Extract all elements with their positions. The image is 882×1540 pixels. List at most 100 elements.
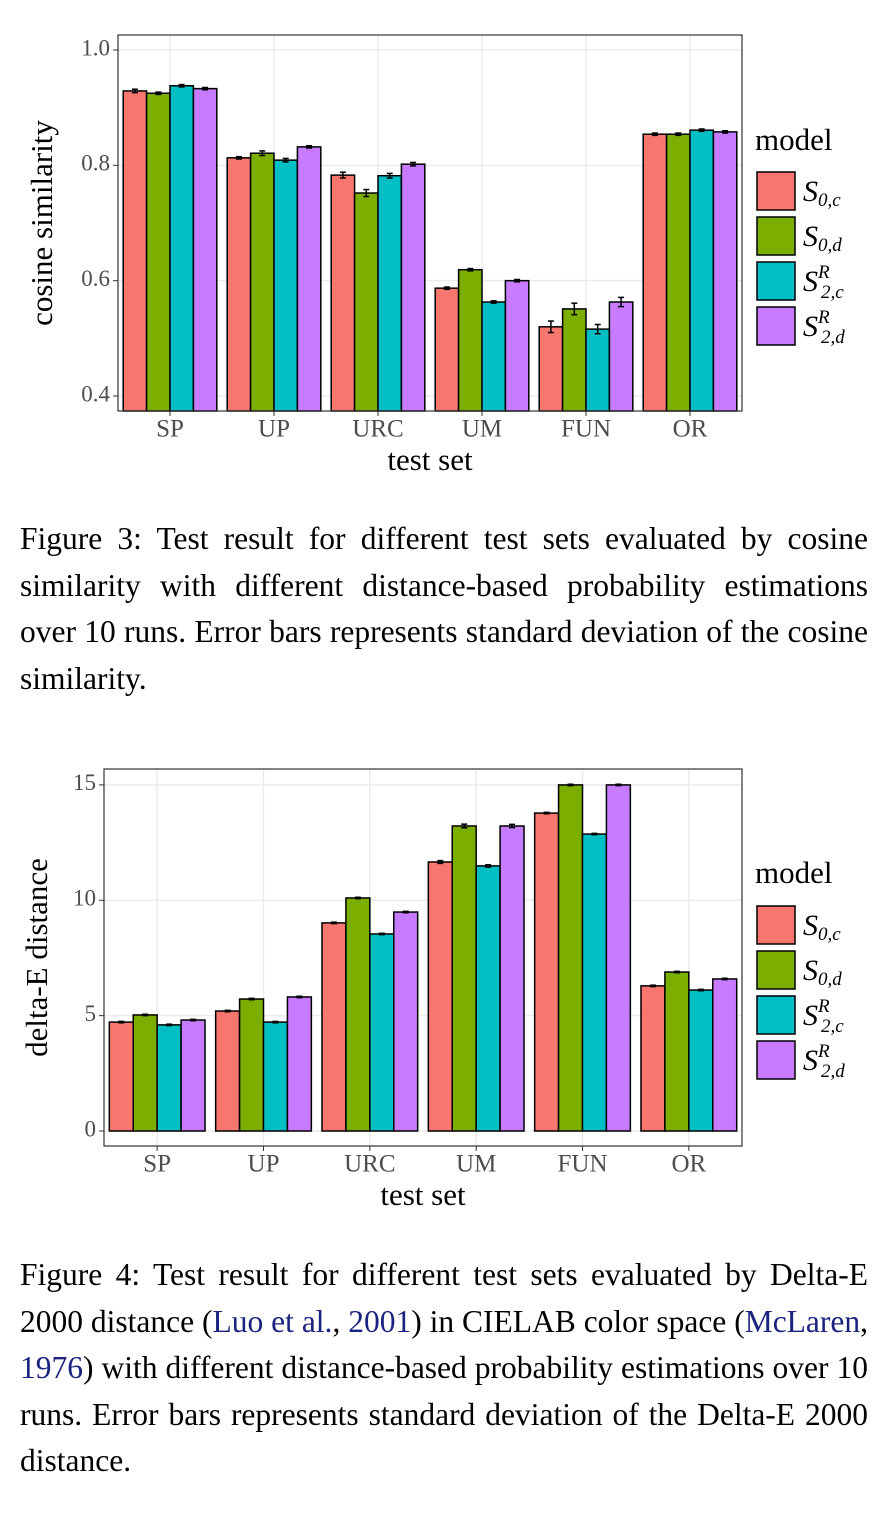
legend-sup: R	[817, 307, 830, 328]
bar	[585, 328, 611, 412]
x-tick-label: URC	[344, 1151, 395, 1178]
panel	[104, 769, 742, 1146]
error-bar	[142, 1013, 149, 1017]
legend-base: S	[803, 265, 818, 298]
error-bar	[354, 896, 361, 900]
legend-base: S	[803, 220, 818, 253]
legend-swatch	[756, 306, 796, 346]
error-bar	[591, 832, 598, 836]
bar	[238, 998, 265, 1132]
error-bar	[378, 932, 385, 936]
bar	[122, 90, 148, 412]
panel	[118, 35, 742, 411]
bar	[499, 825, 525, 1132]
bar	[581, 833, 608, 1132]
error-bar	[490, 300, 497, 304]
bar	[377, 174, 403, 412]
citation-link[interactable]: 1976	[20, 1350, 83, 1385]
legend-swatch	[756, 171, 796, 211]
legend-label: SR 2,d	[803, 307, 845, 348]
legend-base: S	[803, 310, 818, 343]
x-tick-label: UP	[248, 1151, 280, 1178]
legend-sup: R	[817, 996, 830, 1017]
y-tick-label: 5	[85, 1001, 97, 1026]
error-bar	[296, 995, 303, 999]
bar	[712, 131, 738, 412]
legend-title: model	[755, 855, 833, 890]
bar	[132, 1014, 158, 1132]
error-bar	[571, 302, 578, 316]
bar	[688, 989, 714, 1132]
error-bar	[437, 859, 444, 865]
error-bar	[461, 823, 468, 829]
y-axis-title: delta-E distance	[19, 858, 54, 1057]
error-bar	[363, 188, 370, 198]
error-bar	[467, 267, 474, 272]
error-bar	[402, 910, 409, 914]
citation-link[interactable]: Luo et al.	[212, 1303, 333, 1339]
bar	[640, 985, 666, 1132]
error-bar	[190, 1018, 197, 1022]
bar	[393, 911, 419, 1132]
bar	[369, 933, 395, 1132]
error-bar	[615, 783, 622, 787]
x-tick-label: SP	[143, 1151, 171, 1178]
y-tick-label: 1.0	[81, 35, 110, 60]
bar	[214, 1010, 241, 1132]
bar	[665, 133, 691, 412]
figure-4-chart: 15 10 5 0 SP UP URC UM FUN OR test set delta-E dist…	[19, 768, 845, 1212]
bar	[689, 129, 715, 412]
caption-text: ) with different distance-based probabil…	[20, 1350, 868, 1478]
bar	[330, 174, 356, 412]
x-tick-label: FUN	[561, 416, 611, 443]
bar	[296, 146, 322, 412]
x-tick-label: SP	[156, 416, 184, 443]
y-axis-title: cosine similarity	[24, 120, 59, 326]
error-bar	[721, 977, 728, 981]
bar	[451, 825, 477, 1132]
caption-text: Figure 3: Test result for different test…	[20, 521, 868, 696]
error-bar	[698, 128, 705, 133]
citation-link[interactable]: McLaren	[744, 1303, 861, 1339]
y-tick-label: 0.6	[81, 266, 110, 291]
error-bar	[485, 863, 492, 868]
caption-text: ,	[860, 1303, 868, 1339]
bar	[664, 971, 690, 1132]
legend-base: S	[803, 999, 818, 1032]
error-bar	[224, 1009, 231, 1013]
bar	[249, 152, 275, 412]
error-bar	[259, 150, 266, 157]
citation-link[interactable]: 2001	[348, 1303, 412, 1339]
bar	[504, 279, 530, 412]
x-tick-label: UP	[258, 416, 290, 443]
error-bar	[248, 997, 255, 1001]
bar	[273, 159, 299, 412]
x-tick-label: UM	[456, 1151, 496, 1178]
caption-text: Figure 4: Test result for different test…	[20, 1257, 868, 1339]
bar	[608, 301, 634, 412]
bar	[605, 784, 632, 1132]
x-axis-title: test set	[387, 442, 473, 477]
error-bar	[339, 171, 346, 179]
y-tick-label: 0.8	[81, 151, 110, 176]
bar	[533, 812, 560, 1132]
error-bar	[514, 278, 521, 283]
legend-swatch	[756, 216, 796, 256]
legend-base: S	[803, 175, 818, 208]
bar	[345, 897, 371, 1132]
legend-sub: 0,c	[818, 924, 841, 945]
x-tick-label: URC	[352, 416, 403, 443]
error-bar	[118, 1020, 125, 1024]
error-bar	[410, 161, 417, 167]
legend-base: S	[803, 1044, 818, 1077]
bar	[434, 287, 460, 412]
bar	[262, 1021, 289, 1132]
legend-base: S	[803, 954, 818, 987]
legend-label: S0,d	[803, 954, 842, 990]
bar	[400, 163, 426, 412]
error-bar	[722, 129, 729, 134]
legend-sub: 0,d	[818, 235, 842, 256]
error-bar	[567, 783, 574, 787]
caption-text: ,	[332, 1303, 349, 1339]
legend-base: S	[803, 909, 818, 942]
